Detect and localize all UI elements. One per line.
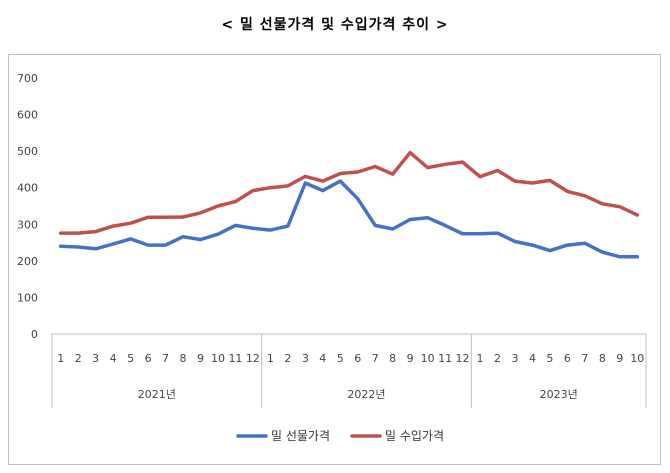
x-tick-label: 1 — [57, 352, 64, 365]
legend-import-label: 밀 수입가격 — [385, 429, 444, 443]
x-tick-label: 5 — [337, 352, 344, 365]
x-tick-label: 10 — [421, 352, 435, 365]
x-tick-label: 5 — [546, 352, 553, 365]
x-tick-label: 9 — [616, 352, 623, 365]
x-tick-label: 8 — [180, 352, 187, 365]
x-tick-label: 7 — [581, 352, 588, 365]
y-tick-label: 100 — [17, 291, 38, 304]
y-tick-label: 700 — [17, 72, 38, 85]
legend-futures-label: 밀 선물가격 — [271, 429, 330, 443]
x-tick-label: 3 — [92, 352, 99, 365]
x-tick-label: 4 — [529, 352, 536, 365]
chart-title: < 밀 선물가격 및 수입가격 추이 > — [221, 17, 449, 33]
x-tick-label: 12 — [456, 352, 470, 365]
x-tick-label: 7 — [372, 352, 379, 365]
series-line-futures-price — [58, 179, 640, 259]
x-tick-label: 4 — [110, 352, 117, 365]
y-tick-label: 200 — [17, 255, 38, 268]
x-tick-label: 5 — [127, 352, 134, 365]
chart-frame — [8, 54, 661, 465]
x-tick-label: 3 — [302, 352, 309, 365]
y-tick-label: 0 — [31, 328, 38, 341]
series-line-import-price — [58, 150, 640, 235]
x-tick-label: 4 — [319, 352, 326, 365]
x-tick-label: 6 — [564, 352, 571, 365]
x-tick-label: 1 — [477, 352, 484, 365]
x-tick-label: 9 — [197, 352, 204, 365]
x-tick-label: 8 — [389, 352, 396, 365]
y-tick-label: 300 — [17, 218, 38, 231]
x-tick-label: 2 — [75, 352, 82, 365]
x-tick-label: 11 — [228, 352, 242, 365]
year-label: 2021년 — [138, 388, 176, 401]
x-tick-label: 9 — [407, 352, 414, 365]
x-tick-label: 12 — [246, 352, 260, 365]
x-tick-label: 2 — [284, 352, 291, 365]
x-tick-label: 1 — [267, 352, 274, 365]
x-tick-label: 3 — [511, 352, 518, 365]
x-tick-label: 8 — [599, 352, 606, 365]
x-tick-label: 10 — [211, 352, 225, 365]
year-label: 2022년 — [347, 388, 385, 401]
y-tick-label: 600 — [17, 109, 38, 122]
x-tick-label: 11 — [438, 352, 452, 365]
x-tick-label: 7 — [162, 352, 169, 365]
x-tick-label: 6 — [145, 352, 152, 365]
x-tick-label: 6 — [354, 352, 361, 365]
year-label: 2023년 — [540, 388, 578, 401]
x-tick-label: 10 — [630, 352, 644, 365]
y-tick-label: 400 — [17, 182, 38, 195]
y-tick-label: 500 — [17, 145, 38, 158]
x-tick-label: 2 — [494, 352, 501, 365]
